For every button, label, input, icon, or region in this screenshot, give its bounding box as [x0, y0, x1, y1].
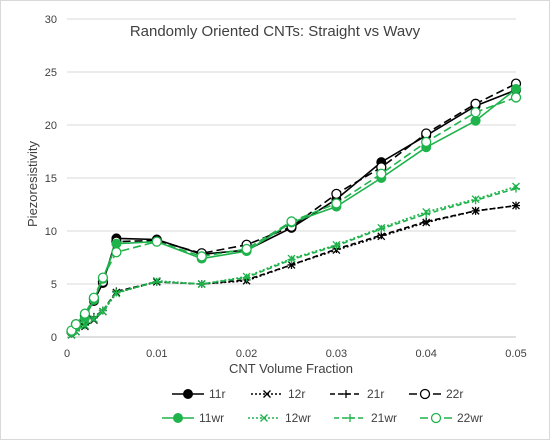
data-point	[111, 247, 122, 258]
x-tick-label: 0.03	[326, 348, 347, 360]
data-point	[511, 83, 521, 94]
y-tick-labels: 0 5 10 15 20 25 30	[45, 14, 57, 344]
data-point	[377, 224, 386, 233]
legend-item-11wr: 11wr	[162, 411, 224, 425]
marker-stroke	[260, 414, 268, 422]
data-point	[421, 128, 432, 139]
x-tick-label: 0	[64, 348, 70, 360]
data-point	[287, 255, 296, 264]
legend-label: 21wr	[371, 411, 397, 425]
legend: 11r 12r 21r 22r 11wr 12wr 21wr 22wr	[162, 387, 483, 425]
data-point	[331, 198, 342, 209]
data-point	[80, 321, 89, 330]
data-point	[97, 272, 109, 283]
series-line	[70, 96, 517, 332]
data-point	[421, 136, 432, 148]
data-point	[471, 206, 480, 215]
data-point	[196, 251, 207, 262]
y-tick-label: 25	[45, 67, 57, 79]
y-tick-label: 15	[45, 173, 57, 185]
legend-label: 12wr	[285, 411, 311, 425]
legend-marker	[263, 390, 271, 398]
y-tick-label: 10	[45, 226, 57, 238]
series-11wr	[66, 83, 521, 337]
data-point	[422, 217, 431, 226]
series-line	[70, 89, 517, 333]
legend-label: 12r	[288, 387, 305, 401]
legend-item-22wr: 22wr	[420, 411, 483, 425]
data-point	[512, 184, 520, 193]
x-tick-labels: 0 0.01 0.02 0.03 0.04 0.05	[64, 348, 527, 360]
y-axis-title: Piezoresistivity	[25, 141, 40, 227]
series-22wr	[66, 92, 522, 336]
y-tick-label: 30	[45, 14, 57, 26]
legend-label: 11r	[209, 387, 225, 401]
data-point	[331, 188, 342, 200]
series-group	[66, 78, 522, 339]
legend-label: 22wr	[457, 411, 483, 425]
x-tick-label: 0.01	[146, 348, 167, 360]
legend-label: 21r	[367, 387, 384, 401]
data-point	[471, 196, 480, 205]
data-point	[422, 210, 431, 219]
marker-stroke	[263, 390, 271, 398]
legend-marker	[342, 390, 350, 398]
legend-label: 22r	[446, 387, 463, 401]
data-point	[470, 115, 481, 126]
x-axis-title: CNT Volume Fraction	[229, 361, 353, 376]
chart-title: Randomly Oriented CNTs: Straight vs Wavy	[130, 23, 421, 40]
data-point	[241, 243, 252, 255]
legend-item-22r: 22r	[409, 387, 463, 401]
legend-item-12wr: 12wr	[248, 411, 311, 425]
data-point	[79, 308, 91, 319]
gridlines	[67, 18, 516, 285]
data-point	[286, 216, 297, 227]
series-21wr	[67, 184, 520, 338]
legend-marker	[419, 388, 431, 400]
legend-marker	[183, 389, 193, 399]
data-point	[111, 238, 122, 249]
data-point	[376, 168, 387, 179]
series-11r	[66, 85, 521, 337]
data-point	[332, 241, 341, 250]
data-point	[510, 92, 522, 103]
x-tick-label: 0.02	[236, 348, 257, 360]
x-tick-label: 0.05	[505, 348, 526, 360]
data-point	[152, 277, 161, 286]
legend-label: 11wr	[199, 411, 224, 425]
data-point	[151, 236, 162, 247]
legend-marker	[346, 414, 354, 422]
y-tick-label: 20	[45, 120, 57, 132]
legend-item-12r: 12r	[251, 387, 305, 401]
series-22r	[66, 78, 522, 337]
legend-item-21wr: 21wr	[334, 411, 397, 425]
data-point	[512, 201, 520, 210]
legend-item-11r: 11r	[172, 387, 225, 401]
x-tick-label: 0.04	[415, 348, 436, 360]
data-point	[98, 306, 107, 315]
data-point	[70, 319, 82, 330]
legend-marker	[260, 414, 268, 422]
data-point	[89, 313, 98, 322]
data-point	[470, 98, 481, 109]
data-point	[112, 288, 121, 297]
data-point	[242, 273, 251, 282]
legend-marker	[430, 412, 442, 424]
data-point	[197, 280, 206, 288]
legend-marker	[173, 413, 183, 423]
y-tick-label: 0	[51, 332, 57, 344]
legend-item-21r: 21r	[330, 387, 384, 401]
data-point	[88, 292, 100, 303]
y-tick-label: 5	[51, 279, 57, 291]
data-point	[470, 107, 481, 118]
